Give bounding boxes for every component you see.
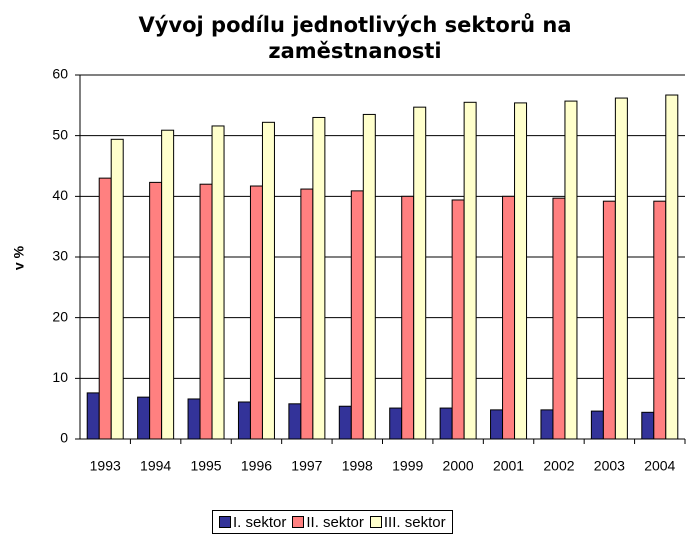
- bar: [641, 411, 655, 440]
- legend-swatch: [219, 516, 231, 528]
- y-axis-label: v %: [11, 245, 27, 270]
- bar: [602, 200, 616, 440]
- bar: [86, 392, 100, 440]
- bar: [312, 116, 326, 440]
- x-tick-label: 1998: [342, 458, 373, 474]
- bar: [300, 188, 314, 440]
- bar: [211, 125, 225, 440]
- legend-item: I. sektor: [219, 514, 286, 531]
- bar: [288, 403, 302, 440]
- bar: [502, 195, 516, 440]
- x-tick-label: 2000: [443, 458, 474, 474]
- x-tick-label: 2003: [594, 458, 625, 474]
- bar: [401, 195, 415, 440]
- legend: I. sektor II. sektor III. sektor: [212, 510, 453, 534]
- bar: [237, 401, 251, 440]
- x-tick-label: 2004: [644, 458, 675, 474]
- bar: [350, 190, 364, 440]
- y-tick-label: 0: [60, 430, 68, 446]
- legend-item: II. sektor: [292, 514, 364, 531]
- bar: [261, 121, 275, 440]
- bar: [149, 181, 163, 440]
- bar: [413, 106, 427, 440]
- bar: [614, 97, 628, 440]
- legend-swatch: [369, 516, 382, 528]
- x-tick-label: 2001: [493, 458, 524, 474]
- bar: [199, 183, 213, 440]
- y-tick-label: 10: [52, 369, 68, 385]
- bar: [338, 405, 352, 440]
- bar: [439, 407, 453, 440]
- bar: [187, 398, 201, 440]
- bar: [451, 199, 465, 440]
- y-tick-label: 60: [52, 66, 68, 82]
- legend-label: I. sektor: [233, 513, 287, 531]
- chart: v % 0 10 20 30 40 50 60 1993 1994 1995 1996 1997 199…: [11, 66, 686, 474]
- bar: [161, 129, 175, 440]
- y-tick-label: 20: [52, 308, 68, 324]
- y-tick-label: 40: [52, 187, 68, 203]
- bar: [137, 396, 151, 440]
- bar: [98, 177, 112, 440]
- bar: [540, 409, 554, 440]
- bar: [564, 100, 578, 440]
- legend-label: III. sektor: [383, 513, 446, 531]
- bar: [590, 410, 604, 440]
- bar: [463, 101, 477, 440]
- bar: [653, 200, 667, 440]
- y-tick-label: 50: [52, 126, 68, 142]
- x-tick-label: 1994: [140, 458, 171, 474]
- bar: [362, 113, 376, 440]
- bar: [249, 185, 263, 440]
- legend-swatch: [292, 516, 305, 528]
- y-tick-label: 30: [52, 248, 68, 264]
- x-tick-label: 2002: [543, 458, 574, 474]
- bar: [389, 407, 403, 440]
- legend-item: III. sektor: [369, 513, 446, 531]
- bar: [665, 94, 679, 440]
- x-tick-label: 1999: [392, 458, 423, 474]
- bar: [514, 102, 528, 440]
- x-tick-label: 1997: [291, 458, 322, 474]
- chart-title: Vývoj podílu jednotlivých sektorů na zam…: [138, 13, 572, 63]
- x-tick-label: 1996: [241, 458, 272, 474]
- x-tick-label: 1993: [90, 458, 121, 474]
- bar: [552, 197, 566, 440]
- bar: [490, 409, 504, 440]
- bar: [110, 138, 124, 440]
- x-tick-label: 1995: [190, 458, 221, 474]
- legend-label: II. sektor: [306, 513, 364, 531]
